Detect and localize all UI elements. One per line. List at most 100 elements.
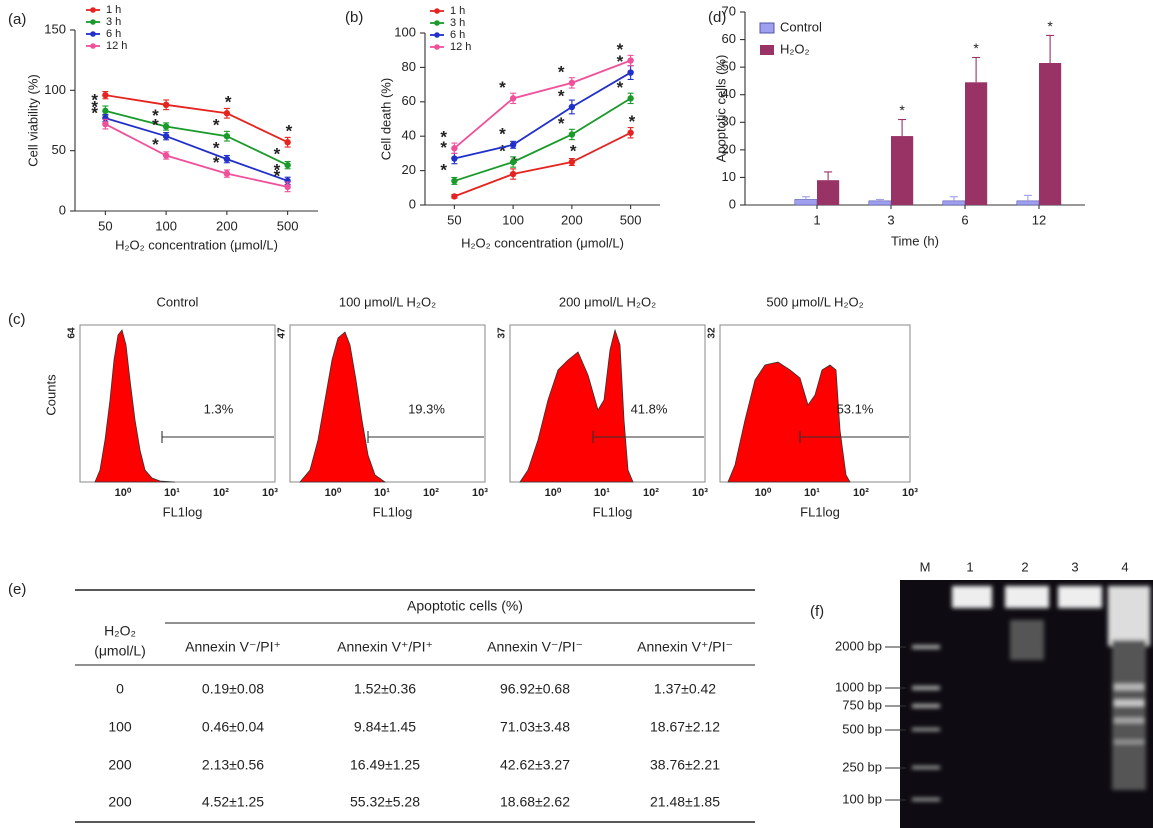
y-axis-label: Cell viability (%) — [25, 74, 40, 166]
point — [510, 159, 516, 165]
x-tick-label: 10¹ — [374, 487, 390, 499]
x-axis-label: Time (h) — [891, 233, 939, 248]
x-axis-label: FL1log — [800, 504, 840, 519]
panel-title: Control — [157, 294, 199, 309]
legend-marker — [90, 43, 96, 49]
point — [224, 156, 230, 162]
significance: * — [558, 62, 565, 81]
histogram — [300, 332, 385, 482]
column-header: Annexin V⁺/PI⁻ — [637, 639, 733, 655]
y-max-label: 47 — [277, 327, 288, 339]
y-axis-label: Counts — [43, 374, 58, 416]
table-cell: 0 — [116, 681, 124, 697]
point — [102, 108, 108, 114]
x-axis-label: FL1log — [163, 504, 203, 519]
band — [912, 798, 940, 801]
point — [224, 170, 230, 176]
table-cell: 16.49±1.25 — [350, 757, 420, 773]
legend-marker — [90, 19, 96, 25]
group-header: Apoptotic cells (%) — [407, 598, 523, 614]
significance: * — [558, 114, 565, 133]
significance: * — [286, 122, 293, 141]
band — [912, 728, 940, 731]
point — [284, 184, 290, 190]
point — [451, 193, 457, 199]
point — [451, 145, 457, 151]
marker-label: 1000 bp — [835, 679, 882, 694]
significance: * — [499, 141, 506, 160]
marker-label: 2000 bp — [835, 638, 882, 653]
x-tick-label: 10² — [213, 487, 229, 499]
band — [952, 586, 992, 608]
y-tick-label: 100 — [394, 24, 416, 39]
smear — [1112, 640, 1146, 790]
legend-marker — [90, 31, 96, 37]
corner-header: (μmol/L) — [94, 643, 146, 659]
band — [912, 645, 940, 649]
bar — [943, 201, 965, 205]
table-cell: 38.76±2.21 — [650, 757, 720, 773]
significance: * — [629, 112, 636, 131]
legend-label: 12 h — [106, 40, 127, 52]
legend-marker — [90, 7, 96, 13]
bar — [1017, 201, 1039, 205]
significance: * — [274, 166, 281, 185]
x-tick-label: 10⁰ — [325, 487, 342, 499]
y-tick-label: 20 — [402, 162, 416, 177]
x-tick-label: 10⁰ — [115, 487, 132, 499]
panel-title: 100 μmol/L H₂O₂ — [339, 294, 436, 309]
significance: * — [499, 124, 506, 143]
y-axis-label: Cell death (%) — [378, 78, 393, 160]
significance: * — [499, 78, 506, 97]
lane-label: 4 — [1121, 559, 1128, 574]
point — [627, 95, 633, 101]
x-tick-label: 50 — [447, 212, 461, 227]
gel-image — [900, 580, 1153, 828]
y-max-label: 37 — [497, 327, 508, 339]
bar — [795, 199, 817, 205]
panel-label: (b) — [345, 9, 363, 26]
marker-label: 250 bp — [842, 759, 882, 774]
band — [1005, 586, 1049, 608]
panel-label: (e) — [8, 581, 26, 598]
line — [454, 133, 630, 197]
x-tick-label: 3 — [887, 212, 894, 227]
y-max-label: 64 — [67, 327, 78, 339]
panel-label: (c) — [8, 311, 26, 328]
gate-percent: 1.3% — [204, 401, 234, 416]
y-max-label: 32 — [707, 327, 718, 339]
x-tick-label: 50 — [98, 218, 112, 233]
line — [105, 124, 287, 187]
point — [284, 162, 290, 168]
significance: * — [617, 40, 624, 59]
column-header: Annexin V⁺/PI⁺ — [337, 639, 433, 655]
band — [1114, 718, 1144, 723]
figure: (a)05010015050100200500H₂O₂ concentratio… — [0, 0, 1153, 828]
x-tick-label: 10² — [853, 487, 869, 499]
significance: * — [570, 141, 577, 160]
table-cell: 1.37±0.42 — [654, 681, 716, 697]
lane-label: 2 — [1021, 559, 1028, 574]
x-tick-label: 500 — [277, 218, 299, 233]
x-tick-label: 10¹ — [804, 487, 820, 499]
band — [912, 766, 940, 769]
significance: * — [213, 116, 220, 135]
x-tick-label: 100 — [155, 218, 177, 233]
table-cell: 0.46±0.04 — [202, 719, 264, 735]
y-axis-label: Apoptotic cells (%) — [713, 55, 728, 163]
significance: * — [152, 116, 159, 135]
x-tick-label: 12 — [1032, 212, 1046, 227]
marker-label: 500 bp — [842, 721, 882, 736]
table-cell: 21.48±1.85 — [650, 794, 720, 810]
bar — [1039, 63, 1061, 205]
point — [510, 142, 516, 148]
lane-label: 3 — [1071, 559, 1078, 574]
smear — [1108, 586, 1150, 646]
table-cell: 42.62±3.27 — [500, 757, 570, 773]
table-cell: 9.84±1.45 — [354, 719, 416, 735]
table-cell: 2.13±0.56 — [202, 757, 264, 773]
point — [510, 95, 516, 101]
table-cell: 200 — [108, 757, 132, 773]
marker-label: 750 bp — [842, 697, 882, 712]
corner-header: H₂O₂ — [104, 623, 136, 639]
